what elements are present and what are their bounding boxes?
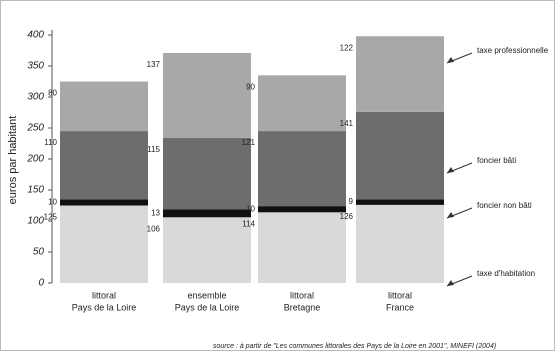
bar-segment: [258, 131, 346, 207]
source: source : à partir de "Les communes litto…: [213, 343, 496, 350]
y-tick-label: 150: [27, 185, 44, 196]
value-label: 122: [340, 43, 354, 52]
y-tick-label: 200: [26, 154, 44, 165]
bar-segment: [163, 217, 251, 283]
y-tick-label: 300: [27, 92, 44, 103]
bar-segment: [258, 75, 346, 132]
x-tick-label: Bretagne: [284, 302, 321, 312]
legend-arrowhead: [447, 280, 454, 286]
y-tick-label: 100: [27, 216, 44, 227]
bar-segment: [60, 81, 148, 132]
value-label: 106: [147, 224, 161, 233]
legend-arrowhead: [447, 212, 454, 218]
bar-segment: [258, 212, 346, 283]
value-label: 141: [340, 119, 354, 128]
x-tick-label: France: [386, 302, 414, 312]
legend-label: foncier bâti: [477, 156, 516, 165]
legend-label: taxe d'habitation: [477, 269, 535, 278]
legend-label: taxe professionnelle: [477, 46, 549, 55]
bar-segment: [356, 111, 444, 200]
value-label: 10: [246, 204, 255, 213]
bar-segment: [163, 137, 251, 210]
legend-label: foncier non bâti: [477, 201, 532, 210]
legend-arrowhead: [447, 57, 454, 63]
value-label: 9: [349, 197, 354, 206]
y-tick-label: 0: [38, 278, 44, 289]
value-label: 10: [48, 198, 57, 207]
x-tick-label: Pays de la Loire: [175, 302, 240, 312]
x-tick-label: littoral: [290, 290, 314, 300]
value-label: 114: [242, 219, 255, 228]
x-tick-label: ensemble: [187, 290, 226, 300]
x-tick-label: Pays de la Loire: [72, 302, 137, 312]
value-label: 80: [48, 89, 57, 98]
bar-segment: [163, 52, 251, 138]
x-tick-label: littoral: [92, 290, 116, 300]
y-tick-label: 250: [26, 123, 44, 134]
value-label: 115: [147, 145, 160, 154]
value-label: 13: [151, 208, 160, 217]
bar-segment: [258, 206, 346, 213]
y-axis-label: euros par habitant: [7, 116, 19, 205]
y-tick-label: 350: [27, 61, 44, 72]
bar-segment: [60, 205, 148, 283]
value-label: 126: [340, 212, 354, 221]
bar-segment: [60, 131, 148, 200]
bar-segment: [356, 204, 444, 283]
legend-arrowhead: [447, 167, 454, 173]
bar-segment: [163, 209, 251, 218]
value-label: 110: [44, 138, 57, 147]
bar-segment: [356, 36, 444, 112]
value-label: 90: [246, 82, 255, 91]
y-tick-label: 50: [33, 247, 45, 258]
value-label: 125: [44, 213, 58, 222]
x-tick-label: littoral: [388, 290, 412, 300]
value-label: 121: [242, 138, 256, 147]
bar-segment: [60, 199, 148, 206]
value-label: 137: [147, 60, 161, 69]
bar-segment: [356, 199, 444, 205]
y-tick-label: 400: [27, 30, 44, 41]
